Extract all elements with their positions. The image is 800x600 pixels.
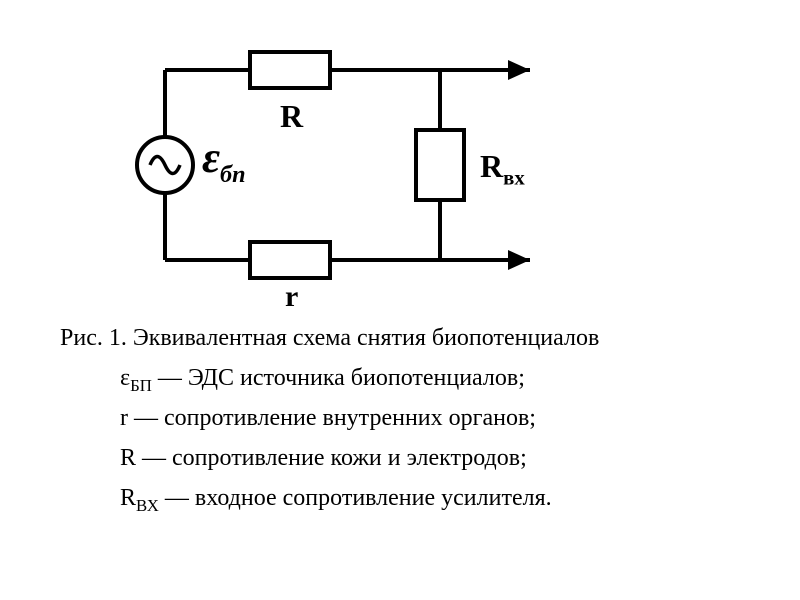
legend-line-4: RВХ — входное сопротивление усилителя.	[120, 485, 552, 516]
resistor-Rvx	[416, 130, 464, 200]
figure-caption: Рис. 1. Эквивалентная схема снятия биопо…	[60, 325, 599, 352]
label-Rvx: Rвх	[480, 148, 525, 190]
resistor-R	[250, 52, 330, 88]
resistor-r	[250, 242, 330, 278]
circuit-diagram: R r εбп Rвх	[110, 30, 610, 310]
legend-line-1: εБП — ЭДС источника биопотенциалов;	[120, 365, 525, 396]
arrow-icon	[508, 250, 530, 270]
legend-line-3: R — сопротивление кожи и электродов;	[120, 445, 527, 472]
label-r: r	[285, 280, 298, 314]
label-R: R	[280, 98, 303, 135]
circuit-svg	[110, 30, 610, 320]
sine-icon	[150, 157, 180, 174]
legend-line-2: r — сопротивление внутренних органов;	[120, 405, 536, 432]
label-emf: εбп	[202, 132, 246, 189]
arrow-icon	[508, 60, 530, 80]
